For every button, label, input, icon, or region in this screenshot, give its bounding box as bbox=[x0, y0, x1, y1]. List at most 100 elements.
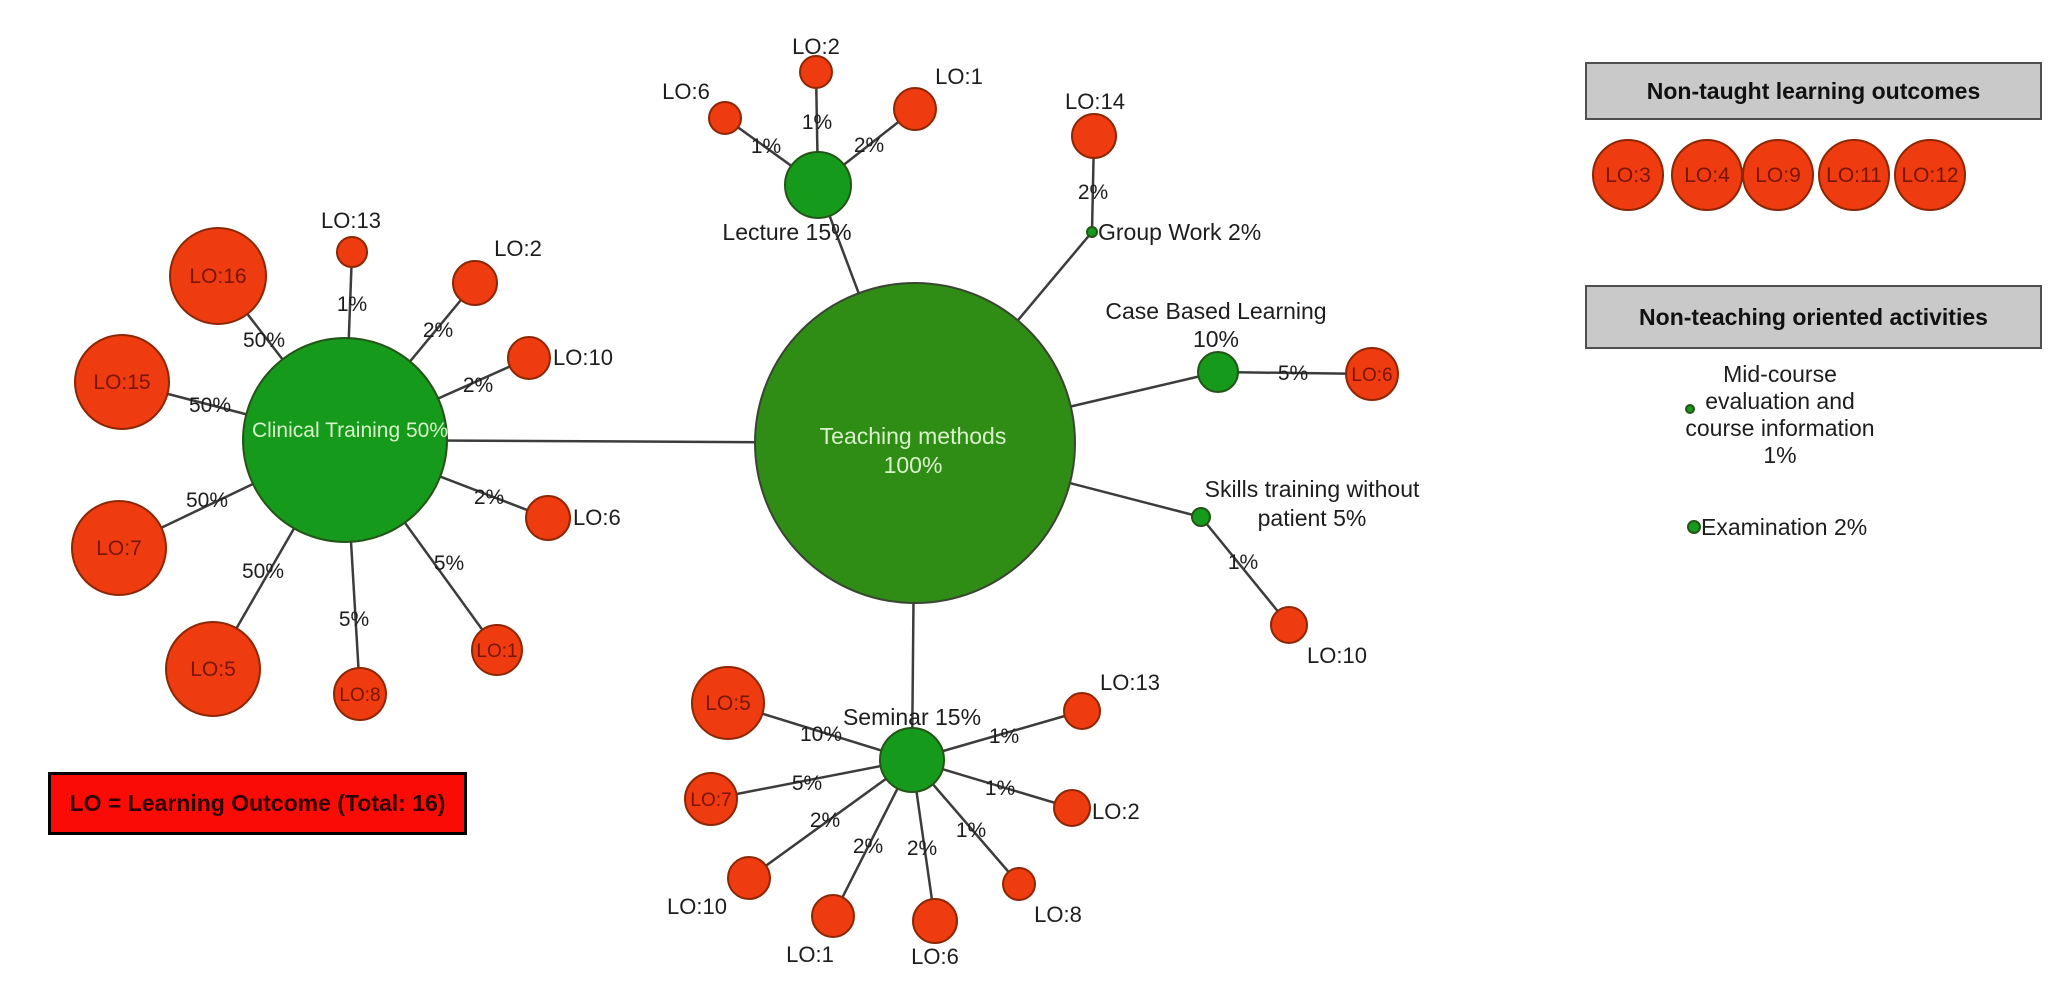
pct-sem-lo7: 5% bbox=[792, 772, 822, 795]
node-teaching bbox=[754, 282, 1076, 604]
node-cl-lo16 bbox=[169, 227, 267, 325]
label-lecture: Lecture 15% bbox=[722, 219, 851, 245]
node-lec-lo2 bbox=[799, 55, 833, 89]
label-seminar: Seminar 15% bbox=[843, 704, 981, 730]
node-cl-lo6 bbox=[525, 495, 571, 541]
node-cl-lo5 bbox=[165, 621, 261, 717]
legend-non-teaching-title: Non-teaching oriented activities bbox=[1639, 303, 1988, 330]
pct-cbl-lo6: 5% bbox=[1278, 362, 1308, 385]
label-gw-lo14: LO:14 bbox=[1065, 89, 1125, 114]
label-cl-lo5: LO:5 bbox=[190, 658, 236, 681]
label-skills-line1: Skills training without bbox=[1205, 476, 1420, 502]
label-sem-lo2: LO:2 bbox=[1092, 799, 1140, 824]
pct-lec-lo6: 1% bbox=[751, 135, 781, 158]
node-cl-lo10 bbox=[507, 336, 551, 380]
label-sem-lo6: LO:6 bbox=[911, 944, 959, 969]
label-cbl-lo6: LO:6 bbox=[1351, 365, 1392, 386]
pct-lec-lo1: 2% bbox=[854, 134, 884, 157]
label-lg-lo4: LO:4 bbox=[1684, 164, 1730, 187]
lo-note-box: LO = Learning Outcome (Total: 16) bbox=[48, 772, 467, 835]
node-lecture bbox=[784, 151, 852, 219]
label-teaching-line1: Teaching methods bbox=[820, 423, 1007, 449]
labels-layer: Teaching methods 100% Clinical Training 50… bbox=[93, 34, 1958, 969]
node-gw-lo14 bbox=[1071, 113, 1117, 159]
pct-sem-lo2: 1% bbox=[985, 777, 1015, 800]
node-midcourse-dot bbox=[1685, 404, 1695, 414]
label-cbl-line1: Case Based Learning bbox=[1105, 298, 1326, 324]
label-sem-lo8: LO:8 bbox=[1034, 902, 1082, 927]
node-skills bbox=[1191, 507, 1211, 527]
pct-gw-lo14: 2% bbox=[1078, 181, 1108, 204]
node-lg-lo3 bbox=[1592, 139, 1664, 211]
node-cl-lo8 bbox=[333, 667, 387, 721]
label-sem-lo1: LO:1 bbox=[786, 942, 834, 967]
node-sk-lo10 bbox=[1270, 606, 1308, 644]
node-cl-lo15 bbox=[74, 334, 170, 430]
node-sem-lo10 bbox=[727, 856, 771, 900]
label-cl-lo8: LO:8 bbox=[339, 685, 380, 706]
label-sem-lo7: LO:7 bbox=[690, 790, 731, 811]
node-clinical bbox=[242, 337, 448, 543]
pct-cl-lo15: 50% bbox=[189, 394, 231, 417]
node-sem-lo5 bbox=[691, 666, 765, 740]
node-lg-lo11 bbox=[1818, 139, 1890, 211]
node-exam-dot bbox=[1687, 520, 1701, 534]
label-cl-lo7: LO:7 bbox=[96, 537, 142, 560]
node-sem-lo2 bbox=[1053, 789, 1091, 827]
label-teaching-line2: 100% bbox=[884, 452, 943, 478]
examination-label: Examination 2% bbox=[1701, 514, 1868, 540]
label-lec-lo2: LO:2 bbox=[792, 34, 840, 59]
pct-sk-lo10: 1% bbox=[1228, 551, 1258, 574]
node-sem-lo8 bbox=[1002, 867, 1036, 901]
label-cl-lo6: LO:6 bbox=[573, 505, 621, 530]
nodes-layer bbox=[71, 55, 1966, 944]
edge-skills-sk-lo10 bbox=[1200, 516, 1290, 626]
pct-cl-lo13: 1% bbox=[337, 293, 367, 316]
node-groupwork bbox=[1086, 226, 1098, 238]
node-lg-lo12 bbox=[1894, 139, 1966, 211]
node-sem-lo7 bbox=[684, 772, 738, 826]
lo-note-text: LO = Learning Outcome (Total: 16) bbox=[69, 790, 446, 816]
label-cbl-line2: 10% bbox=[1193, 326, 1239, 352]
label-lg-lo12: LO:12 bbox=[1901, 164, 1958, 187]
label-clinical: Clinical Training 50% bbox=[252, 419, 448, 442]
label-sem-lo5: LO:5 bbox=[705, 692, 751, 715]
label-groupwork: Group Work 2% bbox=[1098, 219, 1261, 245]
node-cl-lo1 bbox=[471, 624, 523, 676]
edge-seminar-sem-lo10 bbox=[748, 758, 913, 880]
label-skills-line2: patient 5% bbox=[1258, 505, 1367, 531]
node-cbl bbox=[1197, 351, 1239, 393]
edge-seminar-sem-lo7 bbox=[710, 758, 913, 801]
node-seminar bbox=[879, 727, 945, 793]
label-cl-lo15: LO:15 bbox=[93, 371, 150, 394]
pct-cl-lo1: 5% bbox=[434, 552, 464, 575]
label-cl-lo10: LO:10 bbox=[553, 345, 613, 370]
pct-cl-lo10: 2% bbox=[463, 374, 493, 397]
node-cl-lo13 bbox=[336, 236, 368, 268]
label-cl-lo1: LO:1 bbox=[476, 641, 517, 662]
legend-non-taught-title: Non-taught learning outcomes bbox=[1646, 77, 1981, 104]
label-sem-lo13: LO:13 bbox=[1100, 670, 1160, 695]
pct-lec-lo2: 1% bbox=[802, 111, 832, 134]
node-sem-lo6 bbox=[912, 898, 958, 944]
pct-cl-lo16: 50% bbox=[243, 329, 285, 352]
label-cl-lo13: LO:13 bbox=[321, 208, 381, 233]
node-sem-lo13 bbox=[1063, 692, 1101, 730]
pct-sem-lo13: 1% bbox=[989, 725, 1019, 748]
label-lg-lo11: LO:11 bbox=[1826, 164, 1882, 187]
node-lg-lo9 bbox=[1742, 139, 1814, 211]
node-cbl-lo6 bbox=[1345, 347, 1399, 401]
label-sk-lo10: LO:10 bbox=[1307, 643, 1367, 668]
midcourse-evaluation-label: Mid-course evaluation and course informa… bbox=[1685, 361, 1875, 468]
label-sem-lo10: LO:10 bbox=[667, 894, 727, 919]
node-cl-lo2 bbox=[452, 260, 498, 306]
pct-cl-lo2: 2% bbox=[423, 319, 453, 342]
pct-sem-lo5: 10% bbox=[800, 723, 842, 746]
label-lec-lo1: LO:1 bbox=[935, 64, 983, 89]
node-lec-lo1 bbox=[893, 87, 937, 131]
pct-cl-lo7: 50% bbox=[186, 489, 228, 512]
pct-cl-lo6: 2% bbox=[474, 486, 504, 509]
label-lg-lo3: LO:3 bbox=[1605, 164, 1651, 187]
